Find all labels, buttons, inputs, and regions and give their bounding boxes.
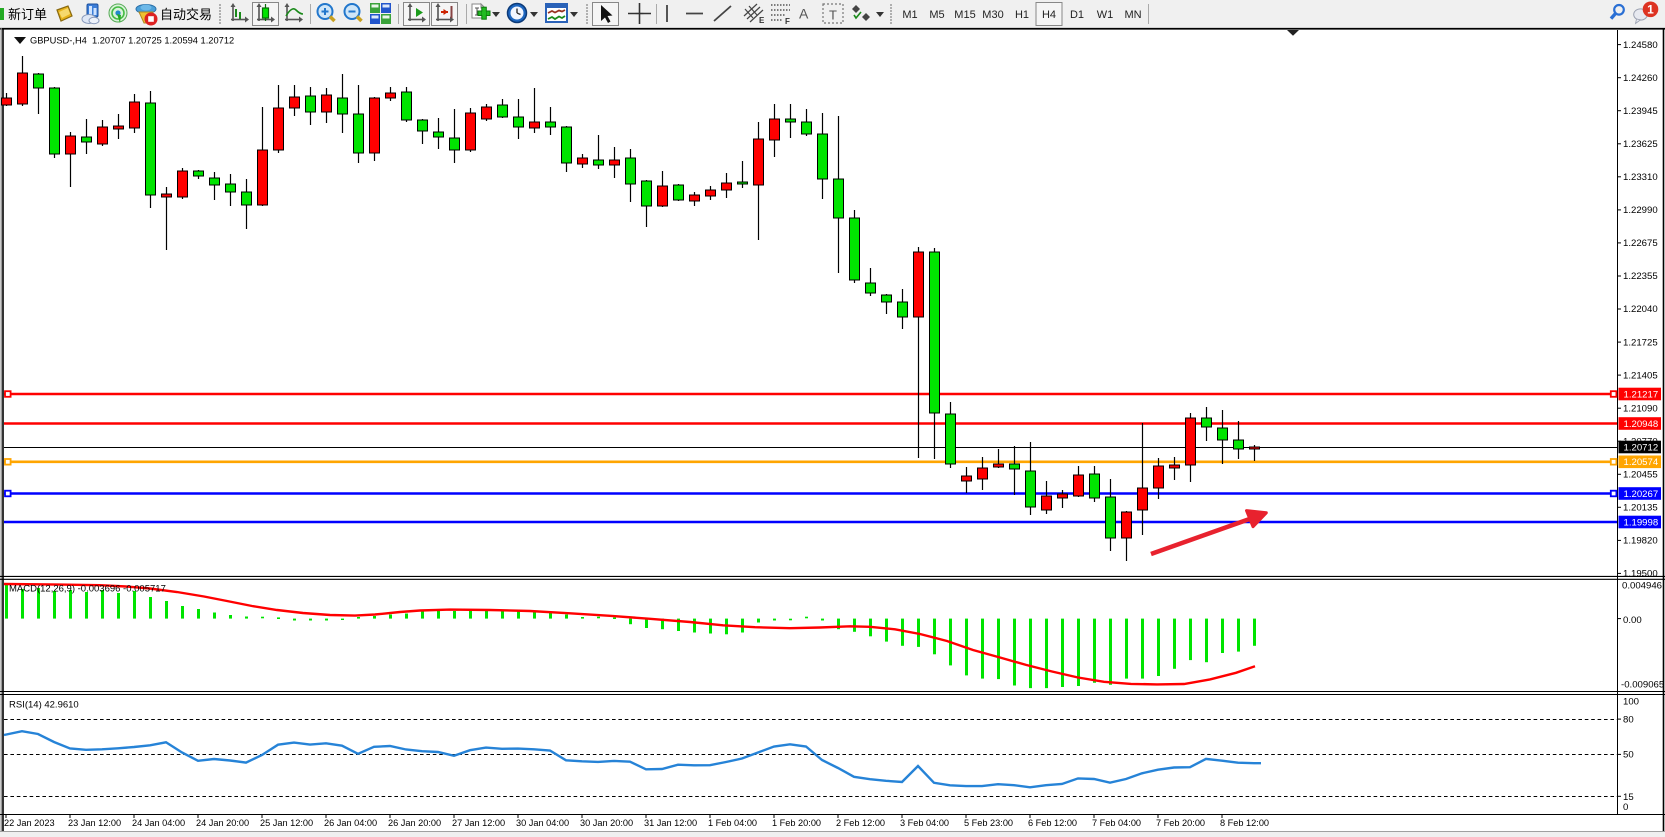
svg-text:24 Jan 20:00: 24 Jan 20:00	[196, 818, 249, 828]
svg-text:8 Feb 12:00: 8 Feb 12:00	[1220, 818, 1269, 828]
svg-text:27 Jan 12:00: 27 Jan 12:00	[452, 818, 505, 828]
svg-text:24 Jan 04:00: 24 Jan 04:00	[132, 818, 185, 828]
svg-text:MACD(12,26,9) -0.003696 -0.005: MACD(12,26,9) -0.003696 -0.005717	[9, 584, 166, 595]
svg-text:M5: M5	[929, 9, 944, 21]
svg-text:W1: W1	[1097, 9, 1114, 21]
svg-text:H1: H1	[1015, 9, 1029, 21]
svg-text:1.22675: 1.22675	[1623, 238, 1658, 249]
svg-text:6 Feb 12:00: 6 Feb 12:00	[1028, 818, 1077, 828]
svg-text:GBPUSD-,H4 1.20707 1.20725 1.: GBPUSD-,H4 1.20707 1.20725 1.20594 1.207…	[30, 36, 234, 46]
svg-text:100: 100	[1623, 696, 1639, 707]
svg-text:E: E	[759, 16, 765, 25]
svg-text:1.19820: 1.19820	[1623, 536, 1658, 547]
svg-text:1.21217: 1.21217	[1624, 389, 1659, 400]
svg-text:RSI(14) 42.9610: RSI(14) 42.9610	[9, 700, 79, 711]
svg-text:1.24580: 1.24580	[1623, 40, 1658, 51]
svg-text:1.22040: 1.22040	[1623, 304, 1658, 315]
svg-text:1.20948: 1.20948	[1624, 419, 1659, 430]
svg-text:5 Feb 23:00: 5 Feb 23:00	[964, 818, 1013, 828]
svg-text:30 Jan 20:00: 30 Jan 20:00	[580, 818, 633, 828]
svg-text:M15: M15	[954, 9, 975, 21]
svg-text:1.19998: 1.19998	[1624, 517, 1659, 528]
svg-text:0.00: 0.00	[1623, 615, 1642, 626]
svg-text:1.19500: 1.19500	[1623, 569, 1658, 580]
svg-text:7 Feb 20:00: 7 Feb 20:00	[1156, 818, 1205, 828]
svg-text:15: 15	[1623, 792, 1634, 803]
svg-text:MN: MN	[1124, 9, 1141, 21]
svg-text:1.22990: 1.22990	[1623, 205, 1658, 216]
svg-text:1.24260: 1.24260	[1623, 73, 1658, 84]
svg-text:1.21725: 1.21725	[1623, 337, 1658, 348]
svg-text:2 Feb 12:00: 2 Feb 12:00	[836, 818, 885, 828]
svg-text:1 Feb 04:00: 1 Feb 04:00	[708, 818, 757, 828]
svg-text:50: 50	[1623, 750, 1634, 761]
svg-text:1.22355: 1.22355	[1623, 271, 1658, 282]
svg-text:1.20135: 1.20135	[1623, 503, 1658, 514]
svg-text:D1: D1	[1070, 9, 1084, 21]
svg-text:新订单: 新订单	[8, 7, 47, 22]
svg-text:1.23310: 1.23310	[1623, 172, 1658, 183]
svg-text:F: F	[785, 17, 790, 26]
svg-text:7 Feb 04:00: 7 Feb 04:00	[1092, 818, 1141, 828]
svg-text:3 Feb 04:00: 3 Feb 04:00	[900, 818, 949, 828]
svg-text:25 Jan 12:00: 25 Jan 12:00	[260, 818, 313, 828]
svg-text:26 Jan 20:00: 26 Jan 20:00	[388, 818, 441, 828]
svg-text:A: A	[799, 6, 809, 22]
svg-text:1: 1	[1647, 3, 1654, 17]
svg-text:1 Feb 20:00: 1 Feb 20:00	[772, 818, 821, 828]
svg-text:1.21405: 1.21405	[1623, 370, 1658, 381]
svg-text:26 Jan 04:00: 26 Jan 04:00	[324, 818, 377, 828]
svg-text:M1: M1	[902, 9, 917, 21]
svg-text:0.004946: 0.004946	[1622, 581, 1662, 592]
svg-text:22 Jan 2023: 22 Jan 2023	[4, 818, 55, 828]
svg-text:23 Jan 12:00: 23 Jan 12:00	[68, 818, 121, 828]
svg-text:-0.009065: -0.009065	[1621, 680, 1664, 691]
svg-text:M30: M30	[982, 9, 1003, 21]
svg-text:1.20267: 1.20267	[1624, 489, 1659, 500]
svg-text:1.20574: 1.20574	[1624, 457, 1659, 468]
svg-text:1.20712: 1.20712	[1624, 442, 1659, 453]
svg-text:80: 80	[1623, 714, 1634, 725]
svg-text:T: T	[829, 8, 837, 23]
svg-text:31 Jan 12:00: 31 Jan 12:00	[644, 818, 697, 828]
svg-text:0: 0	[1623, 802, 1628, 813]
svg-text:H4: H4	[1042, 9, 1056, 21]
svg-text:1.23625: 1.23625	[1623, 139, 1658, 150]
svg-text:30 Jan 04:00: 30 Jan 04:00	[516, 818, 569, 828]
svg-text:1.23945: 1.23945	[1623, 106, 1658, 117]
svg-text:1.20455: 1.20455	[1623, 470, 1658, 481]
svg-text:自动交易: 自动交易	[160, 7, 212, 22]
svg-text:1.21090: 1.21090	[1623, 403, 1658, 414]
